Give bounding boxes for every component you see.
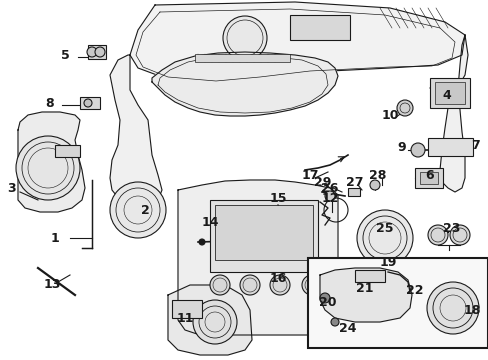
Circle shape: [426, 282, 478, 334]
Circle shape: [16, 136, 80, 200]
Bar: [55, 145, 80, 157]
Circle shape: [325, 191, 334, 201]
Circle shape: [449, 225, 469, 245]
Text: 8: 8: [45, 96, 54, 109]
Circle shape: [396, 100, 412, 116]
Bar: [80, 97, 100, 109]
Circle shape: [302, 275, 321, 295]
Text: 15: 15: [269, 192, 286, 204]
Text: 27: 27: [346, 176, 363, 189]
Text: 14: 14: [201, 216, 218, 229]
Text: 12: 12: [321, 192, 338, 204]
Text: 25: 25: [375, 221, 393, 234]
Circle shape: [356, 210, 412, 266]
Polygon shape: [168, 285, 251, 355]
Bar: [429, 78, 469, 108]
Text: 2: 2: [141, 203, 149, 216]
Circle shape: [427, 225, 447, 245]
Text: 28: 28: [368, 168, 386, 181]
Polygon shape: [18, 112, 85, 212]
Bar: [419, 172, 437, 184]
Circle shape: [369, 180, 379, 190]
Text: 21: 21: [356, 282, 373, 294]
Circle shape: [410, 143, 424, 157]
Text: 7: 7: [469, 139, 478, 152]
Text: 23: 23: [443, 221, 460, 234]
Circle shape: [223, 16, 266, 60]
Bar: [434, 82, 464, 104]
Text: 29: 29: [314, 176, 331, 189]
Circle shape: [193, 300, 237, 344]
Polygon shape: [178, 180, 337, 335]
Text: 18: 18: [462, 303, 480, 316]
Circle shape: [240, 275, 260, 295]
Polygon shape: [130, 2, 464, 82]
Bar: [209, 200, 317, 272]
Circle shape: [330, 318, 338, 326]
Text: 3: 3: [8, 181, 16, 194]
Bar: [414, 168, 442, 188]
Polygon shape: [110, 55, 162, 205]
Bar: [289, 15, 349, 40]
Circle shape: [84, 99, 92, 107]
Text: 20: 20: [319, 296, 336, 309]
Text: 22: 22: [406, 284, 423, 297]
Text: 1: 1: [51, 231, 59, 244]
Bar: [172, 300, 202, 318]
Circle shape: [110, 182, 165, 238]
Text: 5: 5: [61, 49, 69, 62]
Text: 9: 9: [397, 140, 406, 153]
Circle shape: [87, 47, 97, 57]
Polygon shape: [319, 268, 411, 322]
Circle shape: [209, 275, 229, 295]
Bar: [215, 205, 312, 260]
Text: 26: 26: [321, 181, 338, 194]
Bar: [347, 188, 359, 196]
Bar: [88, 45, 106, 59]
Bar: [427, 138, 472, 156]
Polygon shape: [439, 35, 467, 192]
Circle shape: [319, 293, 329, 303]
Text: 6: 6: [425, 168, 433, 181]
Circle shape: [199, 239, 204, 245]
Text: 11: 11: [176, 311, 193, 324]
Text: 13: 13: [43, 278, 61, 291]
Circle shape: [95, 47, 105, 57]
Text: 16: 16: [269, 271, 286, 284]
Text: 10: 10: [381, 108, 398, 122]
Text: 19: 19: [379, 256, 396, 269]
Text: 24: 24: [339, 321, 356, 334]
Bar: [195, 54, 289, 62]
Circle shape: [269, 275, 289, 295]
Polygon shape: [152, 52, 337, 116]
Bar: [354, 270, 384, 282]
Text: 17: 17: [301, 168, 318, 181]
Bar: [307, 258, 487, 348]
Text: 4: 4: [442, 89, 450, 102]
